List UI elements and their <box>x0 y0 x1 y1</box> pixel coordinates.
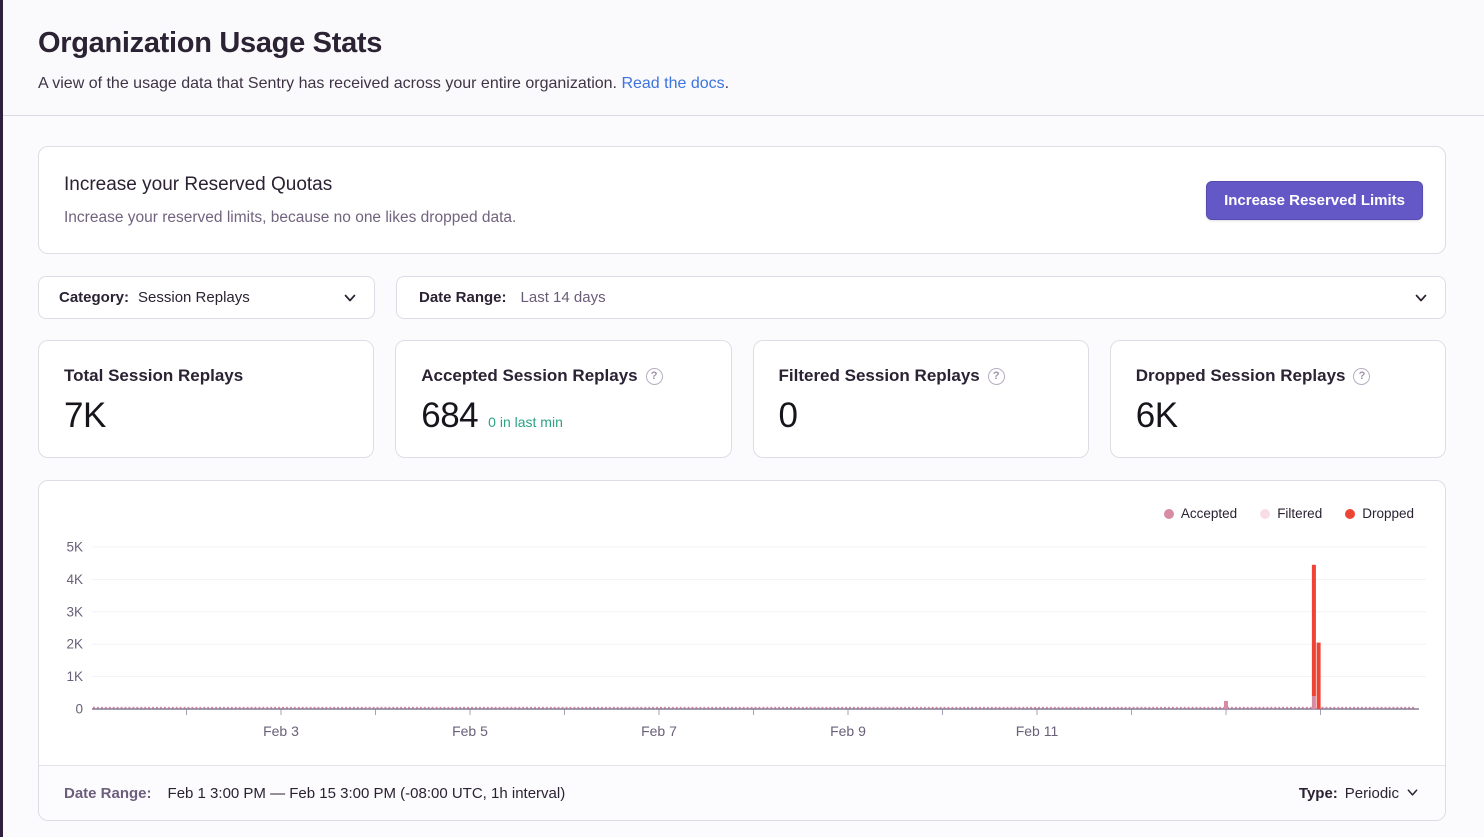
date-range-value: Last 14 days <box>520 289 606 306</box>
svg-text:Feb 5: Feb 5 <box>452 723 488 739</box>
svg-text:4K: 4K <box>66 572 83 587</box>
chart-legend: Accepted Filtered Dropped <box>1163 506 1414 521</box>
svg-text:3K: 3K <box>66 604 83 619</box>
help-icon[interactable]: ? <box>1353 367 1371 385</box>
legend-dot-dropped-icon <box>1345 508 1356 519</box>
page-subtitle: A view of the usage data that Sentry has… <box>38 75 1446 93</box>
legend-label: Dropped <box>1362 506 1414 521</box>
stat-card-accepted: Accepted Session Replays ? 684 0 in last… <box>395 340 732 458</box>
svg-text:5K: 5K <box>66 540 83 555</box>
usage-chart[interactable]: 0 1K 2K 3K 4K 5K Feb 3 Feb 5 Feb 7 Feb 9 Feb 11 <box>39 481 1445 766</box>
legend-item-filtered[interactable]: Filtered <box>1260 506 1322 521</box>
page-title: Organization Usage Stats <box>38 27 383 59</box>
quota-title: Increase your Reserved Quotas <box>64 173 333 195</box>
category-filter[interactable]: Category: Session Replays <box>38 276 375 319</box>
date-range-filter[interactable]: Date Range: Last 14 days <box>396 276 1446 319</box>
category-label: Category: <box>59 289 130 306</box>
legend-label: Accepted <box>1180 506 1238 521</box>
svg-text:Feb 3: Feb 3 <box>263 723 299 739</box>
stat-card-dropped: Dropped Session Replays ? 6K <box>1109 340 1446 458</box>
page-header: Organization Usage Stats A view of the u… <box>0 0 1484 116</box>
stat-card-title: Dropped Session Replays <box>1135 366 1346 385</box>
footer-type-label: Type: <box>1298 784 1338 802</box>
svg-text:0: 0 <box>75 702 83 717</box>
chevron-down-icon <box>1414 291 1428 305</box>
stat-card-value: 0 <box>778 396 798 435</box>
footer-type-value: Periodic <box>1344 784 1399 802</box>
chart-footer: Date Range: Feb 1 3:00 PM — Feb 15 3:00 … <box>39 765 1445 820</box>
legend-label: Filtered <box>1277 506 1323 521</box>
page-subtitle-text: A view of the usage data that Sentry has… <box>38 75 617 92</box>
stat-card-value: 684 <box>421 396 479 435</box>
help-icon[interactable]: ? <box>645 367 663 385</box>
stat-card-total: Total Session Replays 7K <box>38 340 375 458</box>
category-value: Session Replays <box>138 289 250 306</box>
main-content: Increase your Reserved Quotas Increase y… <box>0 116 1484 821</box>
stat-card-value: 7K <box>64 396 106 435</box>
footer-date-range-label: Date Range: <box>64 784 152 802</box>
chevron-down-icon <box>343 291 357 305</box>
legend-item-dropped[interactable]: Dropped <box>1345 506 1414 521</box>
stat-card-filtered: Filtered Session Replays ? 0 <box>752 340 1089 458</box>
sidebar-edge <box>0 0 3 837</box>
svg-text:Feb 11: Feb 11 <box>1016 723 1059 739</box>
legend-item-accepted[interactable]: Accepted <box>1163 506 1238 521</box>
usage-chart-card: Accepted Filtered Dropped 0 1K 2K 3K 4K 5K Feb… <box>38 480 1446 821</box>
legend-dot-filtered-icon <box>1260 508 1271 519</box>
stat-card-title: Filtered Session Replays <box>778 366 980 385</box>
date-range-label: Date Range: <box>419 289 507 306</box>
type-selector[interactable]: Type: Periodic <box>1299 785 1420 802</box>
chevron-down-icon <box>1406 786 1420 800</box>
quota-banner: Increase your Reserved Quotas Increase y… <box>38 146 1446 254</box>
help-icon[interactable]: ? <box>987 367 1005 385</box>
read-the-docs-link[interactable]: Read the docs <box>621 75 725 92</box>
stat-card-subvalue: 0 in last min <box>488 414 563 430</box>
increase-reserved-limits-button[interactable]: Increase Reserved Limits <box>1206 180 1423 220</box>
svg-text:Feb 7: Feb 7 <box>641 723 677 739</box>
filter-row: Category: Session Replays Date Range: La… <box>38 276 1446 319</box>
svg-text:1K: 1K <box>66 669 83 684</box>
stat-card-value: 6K <box>1135 396 1178 435</box>
quota-description: Increase your reserved limits, because n… <box>64 208 517 226</box>
quota-banner-text: Increase your Reserved Quotas Increase y… <box>64 174 516 227</box>
stat-card-title: Accepted Session Replays <box>421 366 638 385</box>
legend-dot-accepted-icon <box>1163 508 1174 519</box>
stat-card-title: Total Session Replays <box>64 366 244 385</box>
subtitle-period: . <box>724 75 730 92</box>
svg-text:Feb 9: Feb 9 <box>830 723 866 739</box>
svg-text:2K: 2K <box>66 637 83 652</box>
stats-row: Total Session Replays 7K Accepted Sessio… <box>38 340 1446 458</box>
footer-date-range-value: Feb 1 3:00 PM — Feb 15 3:00 PM (-08:00 U… <box>167 784 566 802</box>
